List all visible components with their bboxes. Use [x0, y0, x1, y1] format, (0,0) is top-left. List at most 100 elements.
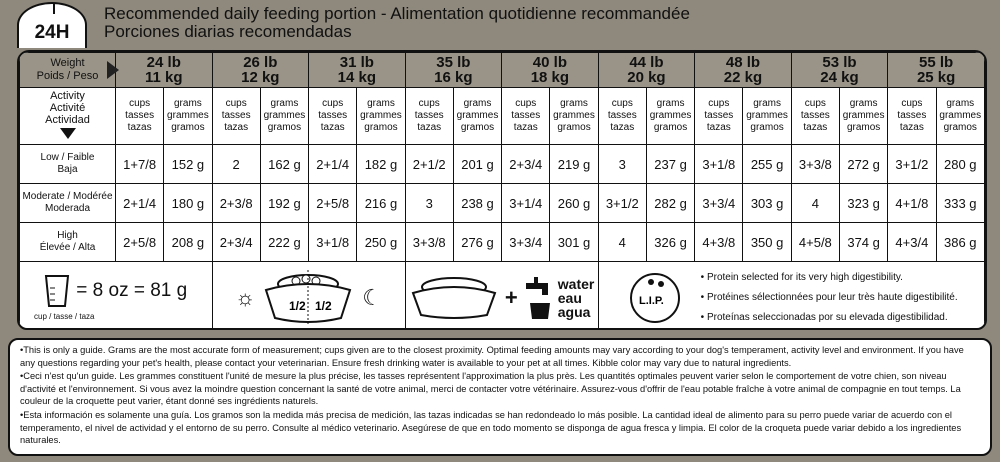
grams-value: 386 g	[935, 222, 985, 262]
cups-value: 4+1/8	[887, 183, 937, 223]
note-paragraph: •Esta información es solamente una guía.…	[20, 409, 962, 446]
grams-value: 282 g	[645, 183, 696, 223]
unit-text: grammes	[939, 110, 982, 121]
grams-value: 272 g	[838, 144, 889, 184]
title-line2: Porciones diarias recomendadas	[104, 22, 352, 41]
activity-level: Low / Faible Baja	[19, 144, 116, 184]
activity-es: Actividad	[45, 114, 90, 126]
cups-unit-label: cups tasses tazas	[694, 87, 744, 145]
grams-unit-label: grams grammes gramos	[838, 87, 889, 145]
unit-text: gramos	[750, 122, 784, 133]
weight-kg: 16 kg	[434, 69, 473, 86]
unit-text: grammes	[360, 110, 402, 121]
unit-text: tazas	[127, 122, 152, 133]
grams-value: 323 g	[838, 183, 889, 223]
grams-value: 255 g	[742, 144, 792, 184]
arrow-down-icon	[59, 128, 76, 139]
unit-text: grammes	[746, 110, 788, 121]
lip-logo-icon: L.I.P.	[629, 272, 680, 323]
grams-value: 216 g	[356, 183, 406, 223]
unit-text: grams	[656, 98, 685, 109]
unit-text: tazas	[320, 122, 345, 133]
weight-lb: 24 lb	[146, 54, 181, 71]
half-evening: 1/2	[315, 299, 332, 313]
lip-bullet-text: Proteínas seleccionadas por su elevada d…	[706, 311, 948, 323]
lip-bullet: • Proteínas seleccionadas por su elevada…	[700, 311, 948, 323]
cup-caption: cup / tasse / taza	[34, 312, 95, 321]
unit-text: gramos	[364, 122, 398, 133]
weight-header: 55 lb 25 kg	[887, 52, 985, 88]
title-line1: Recommended daily feeding portion - Alim…	[104, 4, 690, 23]
unit-text: cups	[225, 98, 247, 109]
grams-value: 333 g	[935, 183, 985, 223]
activity-level-line1: Moderate / Modérée	[22, 191, 113, 202]
weight-kg: 22 kg	[723, 69, 763, 86]
activity-level: High Élevée / Alta	[19, 222, 116, 262]
grams-value: 237 g	[645, 144, 696, 184]
weight-lb: 26 lb	[243, 54, 278, 71]
grams-value: 182 g	[356, 144, 406, 184]
weight-lb: 55 lb	[919, 54, 954, 71]
water-tap-icon	[525, 277, 550, 319]
unit-text: grammes	[649, 110, 692, 121]
unit-text: cups	[611, 98, 633, 109]
weight-label-line1: Weight	[50, 57, 85, 69]
grams-value: 208 g	[163, 222, 213, 262]
activity-level-line2: Moderada	[44, 203, 91, 214]
unit-text: grammes	[842, 110, 885, 121]
weight-lb: 53 lb	[822, 54, 857, 71]
unit-text: tazas	[803, 122, 828, 133]
unit-text: gramos	[267, 122, 302, 133]
cups-value: 4+5/8	[790, 222, 840, 262]
grams-value: 280 g	[935, 144, 985, 184]
weight-lb: 31 lb	[339, 54, 374, 71]
unit-text: gramos	[460, 122, 495, 133]
unit-text: tasses	[511, 110, 541, 121]
grams-unit-label: grams grammes gramos	[163, 87, 213, 145]
unit-text: grammes	[456, 110, 499, 121]
page-title: Recommended daily feeding portion - Alim…	[104, 5, 690, 41]
twice-daily-cell: ☼ 1/2 1/2 ☾	[211, 261, 406, 328]
grams-value: 238 g	[452, 183, 503, 223]
weight-lb: 48 lb	[725, 54, 761, 71]
cups-unit-label: cups tasses tazas	[790, 87, 840, 145]
cups-unit-label: cups tasses tazas	[887, 87, 937, 145]
lip-bullet-text: Protéines sélectionnées pour leur très h…	[706, 291, 958, 303]
weight-header: 31 lb 14 kg	[308, 52, 406, 88]
cups-value: 2+5/8	[308, 183, 358, 223]
weight-lb: 44 lb	[629, 54, 664, 71]
unit-text: gramos	[943, 122, 977, 133]
unit-text: grams	[174, 98, 202, 109]
unit-text: tazas	[513, 122, 538, 133]
grams-unit-label: grams grammes gramos	[645, 87, 696, 145]
grams-value: 374 g	[838, 222, 889, 262]
weight-kg: 20 kg	[627, 69, 666, 86]
unit-text: grammes	[263, 110, 306, 121]
water-fr: eau	[557, 289, 582, 306]
unit-text: gramos	[846, 122, 881, 133]
unit-text: tazas	[417, 122, 442, 133]
unit-text: grams	[367, 98, 395, 109]
unit-text: grams	[946, 98, 975, 109]
weight-kg: 11 kg	[145, 69, 183, 86]
grams-value: 192 g	[259, 183, 310, 223]
grams-value: 303 g	[742, 183, 792, 223]
unit-text: gramos	[557, 122, 591, 133]
weight-label: Weight Poids / Peso	[19, 52, 119, 88]
grams-unit-label: grams grammes gramos	[356, 87, 406, 145]
cups-unit-label: cups tasses tazas	[114, 87, 165, 145]
weight-kg: 14 kg	[337, 69, 376, 86]
activity-en: Activity	[50, 90, 85, 102]
grams-value: 350 g	[742, 222, 792, 262]
cups-unit-label: cups tasses tazas	[211, 87, 261, 145]
cups-value: 4	[597, 222, 647, 262]
grams-value: 222 g	[259, 222, 310, 262]
unit-text: tazas	[899, 122, 924, 133]
weight-header: 53 lb 24 kg	[790, 52, 889, 88]
unit-text: grams	[753, 98, 781, 109]
grams-value: 260 g	[549, 183, 599, 223]
cups-value: 2	[211, 144, 261, 184]
grams-value: 301 g	[549, 222, 599, 262]
cups-value: 3+3/4	[501, 222, 551, 262]
unit-text: tasses	[318, 110, 348, 121]
